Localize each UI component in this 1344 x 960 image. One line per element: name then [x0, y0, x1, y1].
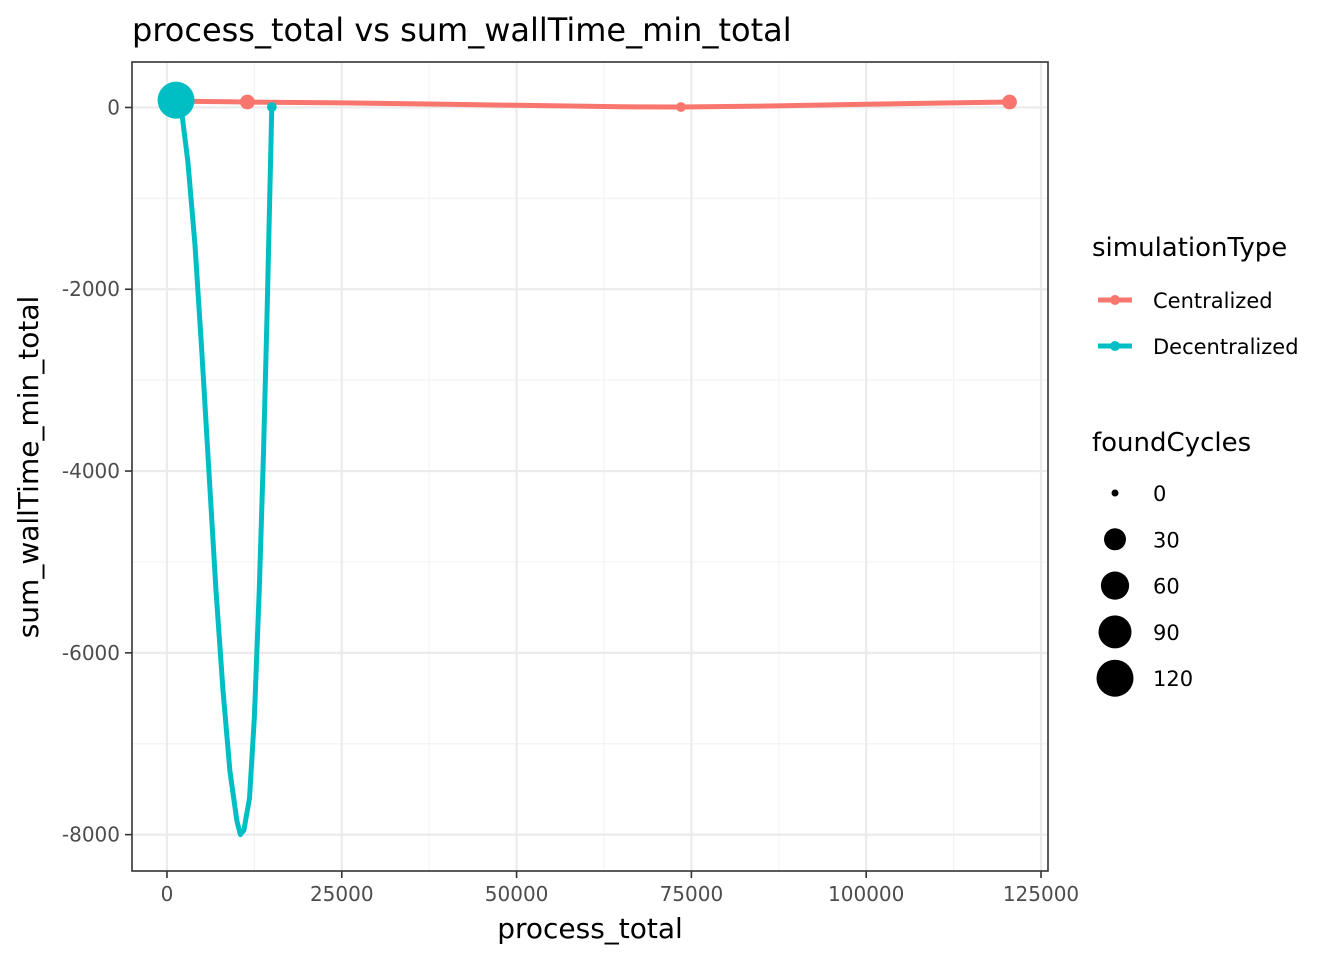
panel-border — [131, 61, 1049, 872]
y-tick-label: -2000 — [62, 277, 120, 301]
series-line-decentralized — [173, 97, 275, 838]
legend-label: Decentralized — [1153, 335, 1299, 359]
x-tick-label: 100000 — [828, 882, 904, 906]
x-tick-label: 25000 — [310, 882, 374, 906]
series-line-centralized — [172, 98, 1012, 110]
y-axis-title: sum_wallTime_min_total — [12, 296, 45, 639]
x-axis-title: process_total — [497, 912, 683, 945]
y-tick-label: 0 — [107, 95, 120, 119]
legend-size-label: 90 — [1153, 621, 1180, 645]
x-tick-label: 50000 — [485, 882, 549, 906]
legend-key-point — [1110, 295, 1120, 305]
legend-size-key — [1098, 615, 1132, 649]
legend-size-key — [1111, 489, 1119, 497]
data-point-decentralized — [266, 102, 277, 112]
data-point-centralized — [676, 102, 686, 112]
x-tick-label: 125000 — [1003, 882, 1079, 906]
plot-panel — [131, 61, 1049, 872]
legend-key-point — [1110, 341, 1120, 351]
data-point-decentralized — [157, 81, 195, 119]
legend-size-key — [1100, 571, 1130, 600]
legend-size-title: foundCycles — [1092, 428, 1251, 458]
data-point-centralized — [240, 94, 255, 110]
y-tick-label: -4000 — [62, 459, 120, 483]
legend-size-key — [1104, 528, 1126, 551]
legend-size-label: 60 — [1153, 575, 1180, 599]
y-tick-label: -8000 — [62, 823, 120, 847]
legend-color: simulationType Centralized Decentralized — [1092, 233, 1299, 359]
legend-size-label: 120 — [1153, 667, 1193, 691]
legend-size-label: 0 — [1153, 482, 1166, 506]
legend-color-title: simulationType — [1092, 233, 1287, 263]
chart-title: process_total vs sum_wallTime_min_total — [132, 11, 792, 49]
x-tick-label: 75000 — [660, 882, 724, 906]
data-point-centralized — [1002, 94, 1017, 110]
legend-size: foundCycles 0 30 60 90 120 — [1092, 428, 1251, 697]
legend-size-key — [1096, 659, 1134, 697]
legend-size-label: 30 — [1153, 528, 1180, 552]
legend-label: Centralized — [1153, 289, 1273, 313]
y-tick-label: -6000 — [62, 641, 120, 665]
x-tick-label: 0 — [161, 882, 174, 906]
